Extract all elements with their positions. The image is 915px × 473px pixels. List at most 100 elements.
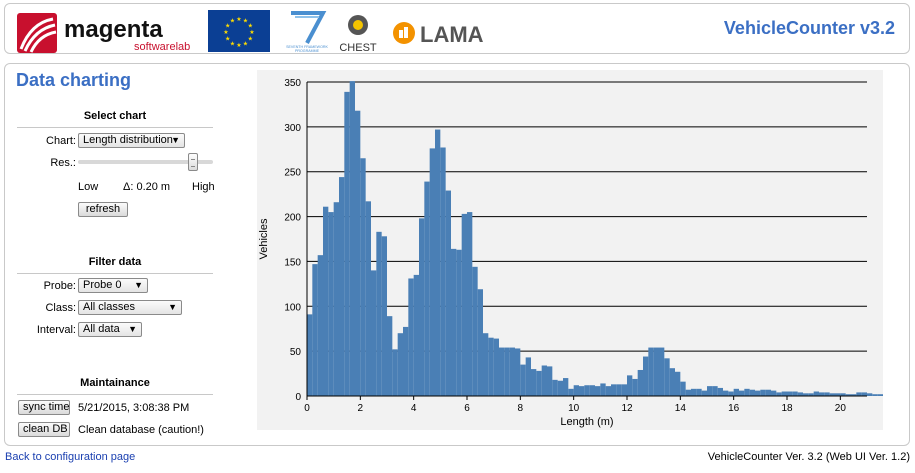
- histogram-bar: [792, 391, 798, 396]
- histogram-bar: [611, 384, 617, 396]
- fp7-logo: SEVENTH FRAMEWORK PROGRAMME: [286, 11, 328, 53]
- histogram-bar: [851, 394, 857, 396]
- y-axis-title: Vehicles: [258, 218, 270, 259]
- histogram-bar: [701, 390, 707, 396]
- x-tick-label: 2: [358, 403, 364, 414]
- eu-star-icon: ★: [225, 23, 230, 30]
- histogram-bar: [771, 390, 777, 396]
- class-label: Class:: [45, 302, 76, 314]
- page-title: Data charting: [16, 70, 132, 90]
- histogram-bar: [659, 347, 665, 396]
- y-tick-label: 150: [284, 257, 301, 268]
- probe-select-value: Probe 0: [83, 279, 122, 291]
- interval-select-value: All data: [83, 323, 120, 335]
- histogram-bar: [579, 386, 585, 396]
- dropdown-arrow-icon: ▼: [168, 302, 177, 312]
- clean-db-description: Clean database (caution!): [78, 424, 204, 436]
- histogram-bar: [803, 393, 809, 396]
- chart-panel: 0 50 100 150 200 250 300 350 0 2 4 6 8 10 12 14 16 18 20 L…: [257, 70, 883, 430]
- histogram-bar: [355, 110, 361, 397]
- main-panel: Data charting Select chart Chart: Length…: [4, 63, 910, 446]
- histogram-bar: [787, 391, 793, 396]
- y-tick-label: 50: [290, 347, 302, 358]
- histogram-bar: [856, 392, 862, 396]
- histogram-bar: [781, 391, 787, 396]
- interval-select[interactable]: All data ▼: [78, 322, 142, 337]
- histogram-bar: [536, 370, 542, 396]
- histogram-bar: [797, 392, 803, 396]
- histogram-bar: [456, 249, 462, 396]
- histogram-bar: [440, 147, 446, 396]
- chest-logo: CHEST: [339, 15, 377, 54]
- histogram-bar: [307, 314, 313, 396]
- resolution-slider-thumb[interactable]: [188, 153, 198, 171]
- histogram-bar: [339, 177, 345, 396]
- histogram-bar: [819, 392, 825, 396]
- resolution-high-label: High: [192, 181, 215, 193]
- histogram-bar: [600, 383, 606, 396]
- sync-time-button[interactable]: sync time: [18, 400, 70, 415]
- y-tick-label: 300: [284, 123, 301, 134]
- histogram-bar: [835, 393, 841, 396]
- histogram-bar: [312, 264, 318, 396]
- resolution-low-label: Low: [78, 181, 99, 193]
- histogram-bar: [685, 389, 691, 396]
- length-distribution-chart: 0 50 100 150 200 250 300 350 0 2 4 6 8 10 12 14 16 18 20 L…: [258, 78, 883, 428]
- histogram-bar: [317, 255, 323, 396]
- histogram-bar: [696, 388, 702, 396]
- histogram-bar: [723, 390, 729, 396]
- histogram-bar: [323, 206, 329, 396]
- histogram-bar: [563, 378, 569, 396]
- histogram-bar: [509, 347, 515, 396]
- eu-star-icon: ★: [249, 29, 254, 36]
- bar-layer: [307, 81, 883, 397]
- histogram-bar: [691, 388, 697, 396]
- histogram-bar: [717, 387, 723, 396]
- eu-star-icon: ★: [230, 40, 235, 47]
- histogram-bar: [712, 386, 718, 396]
- histogram-bar: [595, 386, 601, 396]
- header-bar: magenta softwarelab ★ ★ ★ ★ ★ ★ ★ ★ ★ ★ ★ ★ SEVENTH…: [4, 3, 910, 54]
- histogram-bar: [531, 369, 537, 396]
- y-tick-label: 100: [284, 302, 301, 313]
- eu-star-icon: ★: [248, 36, 253, 43]
- back-to-configuration-link[interactable]: Back to configuration page: [5, 451, 136, 463]
- histogram-bar: [392, 349, 398, 396]
- refresh-button[interactable]: refresh: [78, 202, 128, 217]
- chart-select-value: Length distribution: [83, 134, 173, 146]
- chart-label: Chart:: [46, 135, 76, 147]
- class-select[interactable]: All classes ▼: [78, 300, 182, 315]
- histogram-bar: [552, 379, 558, 396]
- probe-select[interactable]: Probe 0 ▼: [78, 278, 148, 293]
- histogram-bar: [525, 357, 531, 396]
- resolution-slider-track[interactable]: [78, 160, 213, 164]
- histogram-bar: [461, 213, 467, 396]
- histogram-bar: [755, 390, 761, 396]
- histogram-bar: [728, 391, 734, 396]
- select-chart-heading: Select chart: [17, 110, 213, 128]
- histogram-bar: [488, 337, 494, 396]
- clean-db-button[interactable]: clean DB: [18, 422, 70, 437]
- histogram-bar: [632, 378, 638, 396]
- histogram-bar: [429, 148, 435, 396]
- histogram-bar: [739, 390, 745, 396]
- eu-star-icon: ★: [225, 36, 230, 43]
- x-tick-label: 8: [518, 403, 524, 414]
- histogram-bar: [744, 388, 750, 396]
- histogram-bar: [824, 392, 830, 396]
- histogram-bar: [664, 358, 670, 396]
- eu-star-icon: ★: [230, 18, 235, 25]
- x-tick-label: 18: [781, 403, 793, 414]
- x-tick-label: 16: [728, 403, 740, 414]
- histogram-bar: [840, 393, 846, 396]
- lama-wordmark: LAMA: [420, 22, 484, 47]
- histogram-bar: [349, 81, 355, 396]
- x-axis-title: Length (m): [560, 416, 613, 428]
- histogram-bar: [493, 338, 499, 396]
- histogram-bar: [568, 388, 574, 396]
- chart-select[interactable]: Length distribution ▼: [78, 133, 185, 148]
- filter-data-heading: Filter data: [17, 256, 213, 274]
- histogram-bar: [483, 333, 489, 396]
- y-tick-label: 200: [284, 213, 301, 224]
- histogram-bar: [808, 393, 814, 396]
